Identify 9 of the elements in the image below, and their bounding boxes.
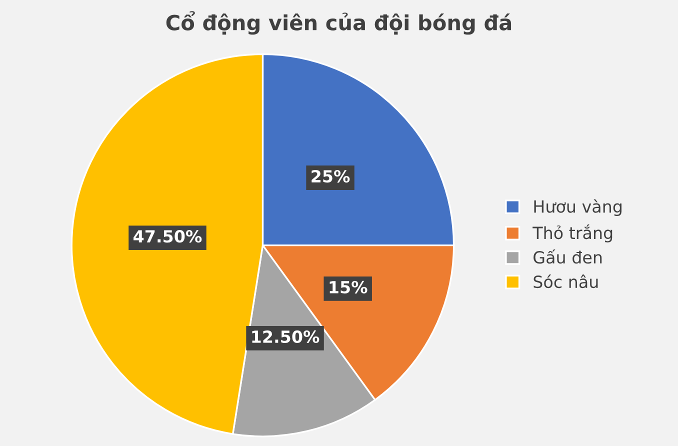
legend-label: Gấu đen xyxy=(534,249,602,264)
data-label: 47.50% xyxy=(134,230,202,243)
data-label: 25% xyxy=(312,170,350,183)
legend-label: Thỏ trắng xyxy=(532,224,612,242)
legend-label: Sóc nâu xyxy=(534,274,598,288)
legend-label: Hươu vàng xyxy=(534,199,622,216)
data-label: 12.50% xyxy=(252,330,320,344)
chart-title: Cổ động viên của đội bóng đá xyxy=(166,11,512,35)
data-label: 15% xyxy=(330,280,368,294)
